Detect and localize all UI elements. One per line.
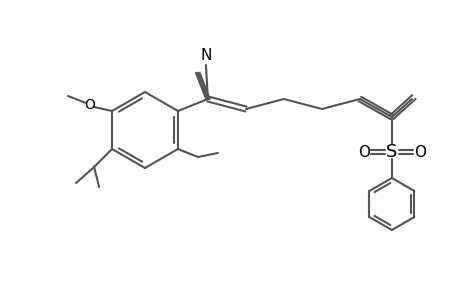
Text: O: O bbox=[84, 98, 95, 112]
Text: S: S bbox=[386, 143, 397, 161]
Text: N: N bbox=[200, 47, 211, 62]
Text: O: O bbox=[413, 145, 425, 160]
Text: O: O bbox=[357, 145, 369, 160]
